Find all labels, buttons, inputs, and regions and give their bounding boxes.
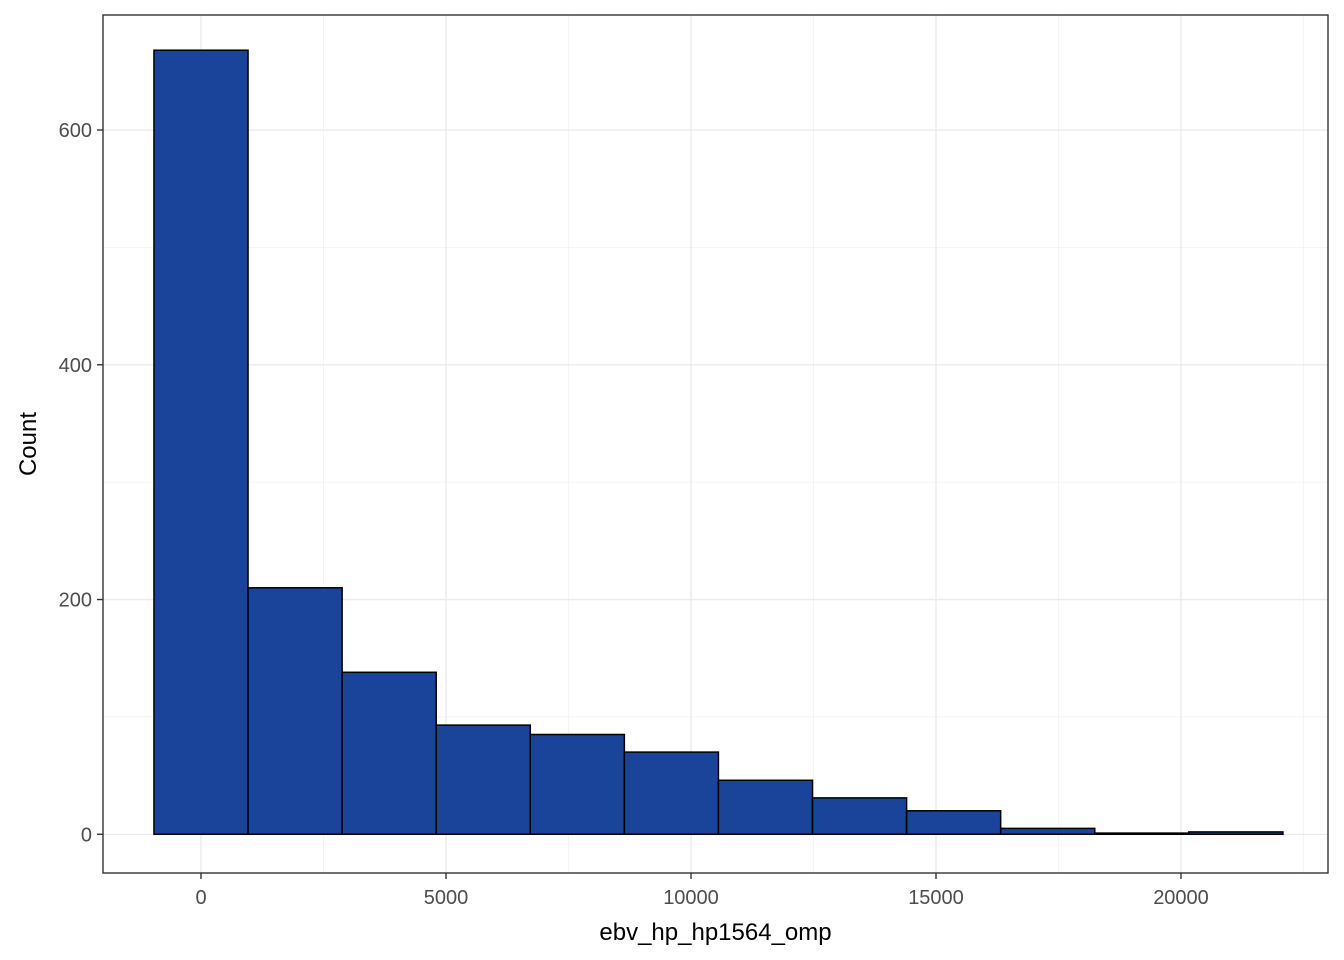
histogram-bar-2 [247,587,343,836]
y-tick-label: 0 [81,824,92,846]
histogram-bar-11 [1094,832,1190,836]
y-axis-ticks: 0 200 400 600 [59,120,103,846]
x-tick-label: 10000 [663,887,719,909]
panel-border [102,14,1329,874]
histogram-bar-1 [153,49,249,836]
x-axis-ticks: 0 5000 10000 15000 20000 [195,873,1209,909]
y-tick-label: 600 [59,120,92,142]
histogram-bar-12 [1188,831,1284,836]
histogram-bar-10 [999,827,1096,836]
x-tick-label: 20000 [1153,887,1209,909]
histogram-bar-9 [905,810,1002,836]
x-axis-title: ebv_hp_hp1564_omp [599,919,831,946]
histogram-bar-5 [529,733,626,836]
histogram-bar-4 [435,724,532,836]
minor-gridlines [103,15,1328,873]
y-axis-title: Count [15,412,42,476]
histogram-bars [153,49,1284,836]
histogram-bar-6 [623,751,720,836]
histogram-bar-3 [341,671,437,836]
y-tick-label: 200 [59,590,92,612]
x-tick-label: 15000 [908,887,964,909]
histogram-bar-8 [811,797,908,836]
x-tick-label: 5000 [424,887,469,909]
y-tick-label: 400 [59,355,92,377]
histogram-bar-7 [717,779,814,836]
x-tick-label: 0 [195,887,206,909]
